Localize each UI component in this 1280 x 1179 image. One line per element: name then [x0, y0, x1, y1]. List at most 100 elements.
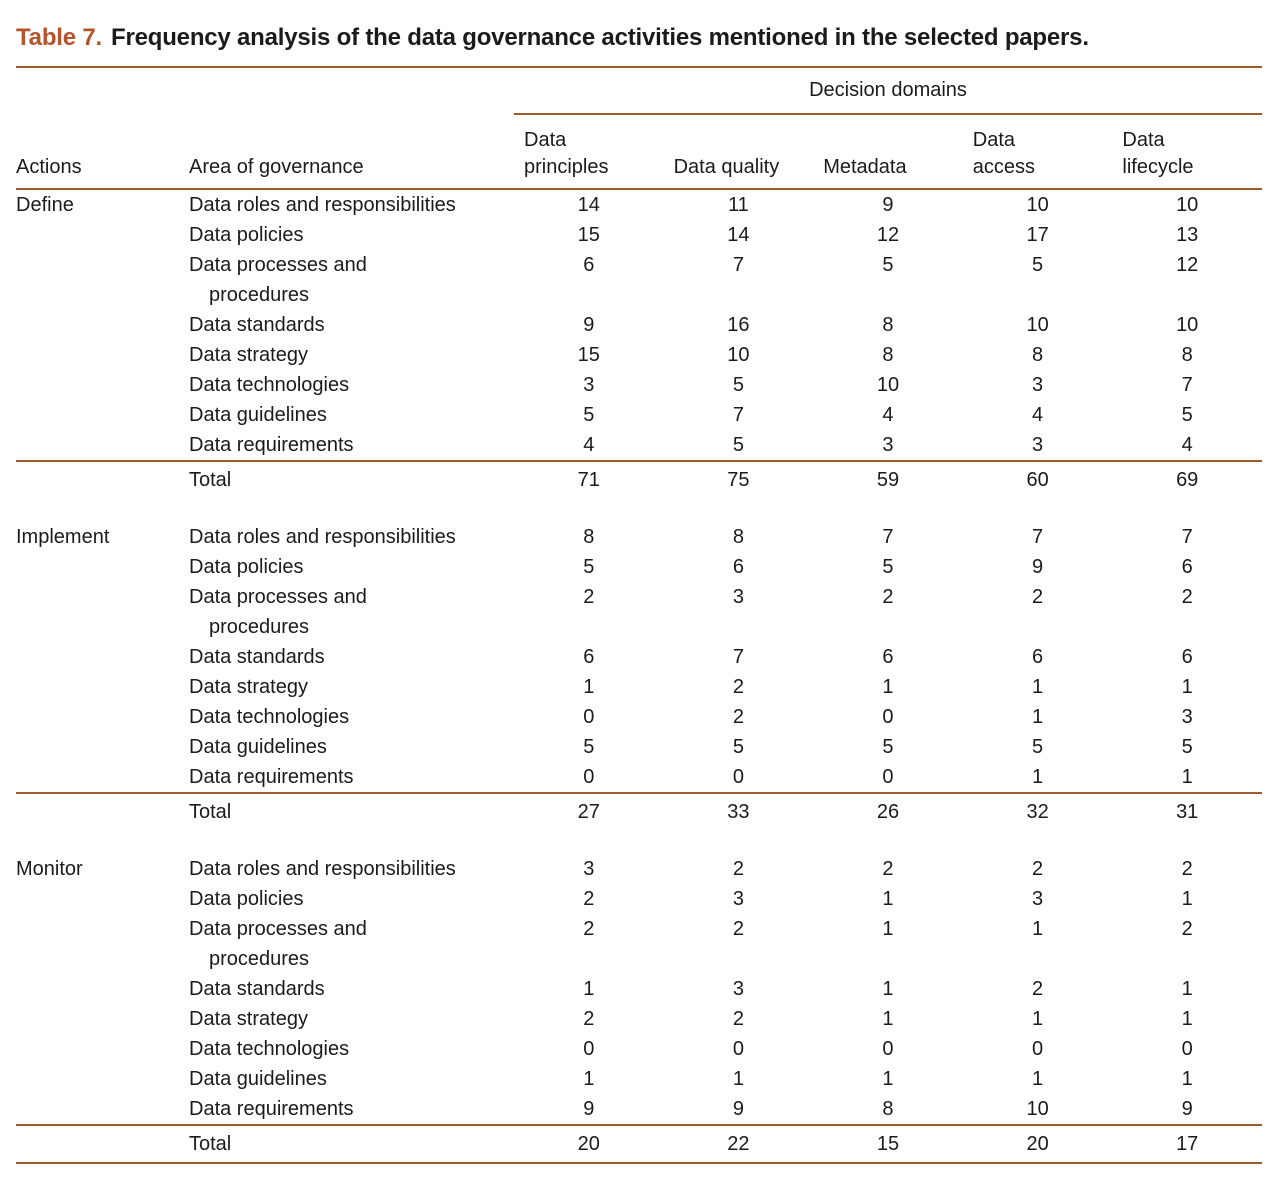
table-row: Define Data roles and responsibilities 14 1… [16, 189, 1262, 220]
total-value-cell: 26 [813, 792, 963, 830]
total-action-cell [16, 460, 189, 498]
value-cell: 0 [1032, 1038, 1044, 1060]
value-cell: 2 [1032, 858, 1044, 880]
table-caption-text: Frequency analysis of the data governanc… [111, 24, 1089, 51]
table-row: Data requirements 0 0 0 1 1 [16, 762, 1262, 793]
table-row: Data technologies 0 2 0 1 3 [16, 702, 1262, 732]
value-cell: 5 [732, 736, 744, 758]
area-cell: Data guidelines [189, 736, 327, 758]
value-cell: 2 [732, 706, 744, 728]
value-cell: 17 [1026, 224, 1049, 246]
value-cell: 3 [732, 586, 744, 608]
value-cell: 1 [1032, 706, 1044, 728]
value-cell: 6 [882, 646, 894, 668]
table-row: Data policies 5 6 5 9 6 [16, 552, 1262, 582]
col-header-data-lifecycle: Data lifecycle [1112, 114, 1262, 190]
value-cell: 9 [882, 194, 894, 216]
area-cell: Data policies [189, 224, 304, 246]
value-cell: 13 [1176, 224, 1199, 246]
value-cell: 5 [583, 404, 595, 426]
area-cell: Data processes and procedures [189, 918, 367, 970]
value-cell: 10 [1026, 314, 1049, 336]
value-cell: 3 [1032, 434, 1044, 456]
value-cell: 1 [1181, 888, 1193, 910]
value-cell: 7 [1032, 526, 1044, 548]
value-cell: 9 [1032, 556, 1044, 578]
table-row: Data standards 1 3 1 2 1 [16, 974, 1262, 1004]
action-cell [16, 672, 189, 702]
area-cell: Data roles and responsibilities [189, 858, 456, 880]
value-cell: 9 [732, 1098, 744, 1120]
value-cell: 1 [1181, 1008, 1193, 1030]
value-cell: 4 [1032, 404, 1044, 426]
value-cell: 2 [1181, 858, 1193, 880]
value-cell: 5 [1032, 736, 1044, 758]
value-cell: 2 [1181, 918, 1193, 940]
value-cell: 7 [732, 404, 744, 426]
action-cell [16, 310, 189, 340]
value-cell: 1 [1032, 918, 1044, 940]
table-row: Data processes and procedures 2 2 1 1 2 [16, 914, 1262, 974]
value-cell: 1 [882, 888, 894, 910]
value-cell: 10 [1026, 1098, 1049, 1120]
total-row: Total 20 22 15 20 17 [16, 1124, 1262, 1163]
value-cell: 3 [732, 888, 744, 910]
value-cell: 12 [1176, 254, 1199, 276]
table-row: Data strategy 2 2 1 1 1 [16, 1004, 1262, 1034]
value-cell: 8 [882, 344, 894, 366]
value-cell: 2 [583, 1008, 595, 1030]
area-cell: Data processes and procedures [189, 586, 367, 638]
action-cell [16, 370, 189, 400]
value-cell: 6 [732, 556, 744, 578]
value-cell: 0 [1181, 1038, 1193, 1060]
value-cell: 2 [882, 858, 894, 880]
value-cell: 6 [1032, 646, 1044, 668]
table-row: Implement Data roles and responsibilities… [16, 522, 1262, 552]
table-row: Data requirements 9 9 8 10 9 [16, 1094, 1262, 1125]
value-cell: 5 [1032, 254, 1044, 276]
action-cell: Monitor [16, 858, 83, 880]
action-cell [16, 732, 189, 762]
value-cell: 10 [1026, 194, 1049, 216]
value-cell: 2 [882, 586, 894, 608]
value-cell: 2 [732, 1008, 744, 1030]
value-cell: 3 [583, 374, 595, 396]
table-row: Data processes and procedures 2 3 2 2 2 [16, 582, 1262, 642]
col-header-area-of-governance: Area of governance [189, 114, 514, 190]
value-cell: 8 [732, 526, 744, 548]
value-cell: 2 [583, 888, 595, 910]
value-cell: 0 [583, 766, 595, 788]
action-cell [16, 250, 189, 310]
value-cell: 1 [1181, 1068, 1193, 1090]
value-cell: 8 [882, 1098, 894, 1120]
value-cell: 4 [882, 404, 894, 426]
value-cell: 8 [583, 526, 595, 548]
value-cell: 2 [1032, 978, 1044, 1000]
value-cell: 15 [577, 344, 600, 366]
value-cell: 0 [583, 706, 595, 728]
table-row: Data technologies 0 0 0 0 0 [16, 1034, 1262, 1064]
area-cell: Data technologies [189, 374, 350, 396]
total-value-cell: 20 [514, 1124, 664, 1163]
value-cell: 12 [876, 224, 900, 246]
area-cell: Data requirements [189, 1098, 354, 1120]
value-cell: 5 [882, 556, 894, 578]
table-row: Data policies 15 14 12 17 13 [16, 220, 1262, 250]
value-cell: 7 [732, 254, 744, 276]
value-cell: 2 [583, 586, 595, 608]
total-value-cell: 22 [663, 1124, 814, 1163]
value-cell: 0 [882, 706, 894, 728]
value-cell: 1 [1032, 1068, 1044, 1090]
value-cell: 9 [583, 1098, 595, 1120]
value-cell: 1 [1181, 676, 1193, 698]
total-row: Total 71 75 59 60 69 [16, 460, 1262, 498]
area-cell: Data standards [189, 314, 325, 336]
table-row: Data processes and procedures 6 7 5 5 12 [16, 250, 1262, 310]
action-cell [16, 1034, 189, 1064]
section-gap [16, 830, 1262, 854]
value-cell: 1 [1181, 766, 1193, 788]
table-row: Data policies 2 3 1 3 1 [16, 884, 1262, 914]
value-cell: 3 [882, 434, 894, 456]
value-cell: 6 [1181, 556, 1193, 578]
